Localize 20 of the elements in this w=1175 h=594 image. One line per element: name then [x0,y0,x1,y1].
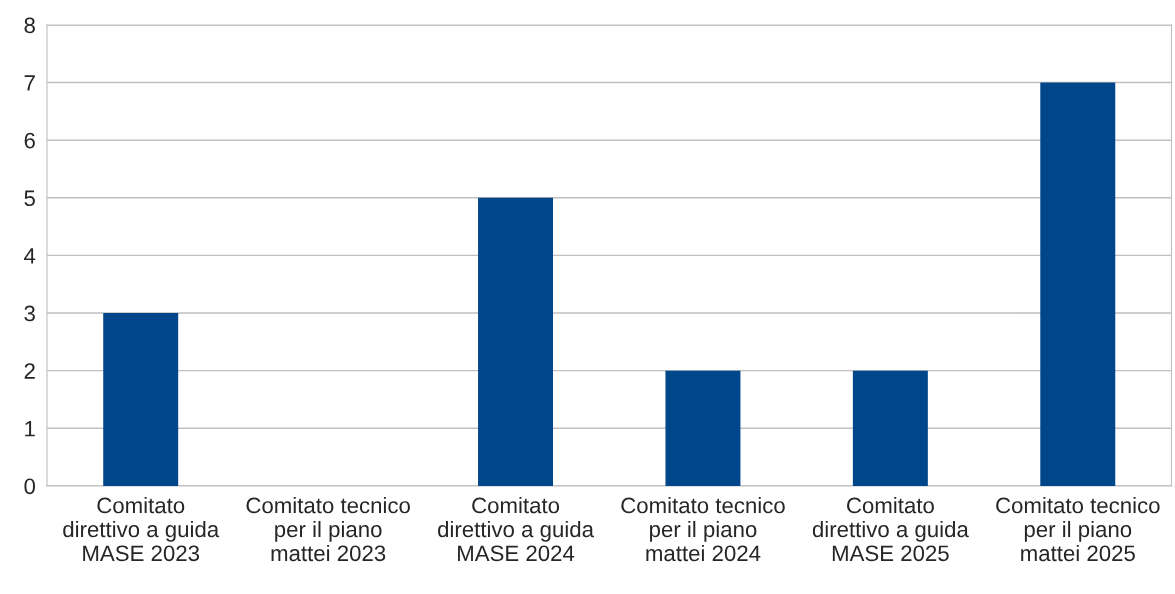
x-tick-label: Comitato direttivo a guida MASE 2025 [812,497,969,562]
bar [1040,82,1116,486]
x-tick-label: Comitato direttivo a guida MASE 2023 [63,497,220,562]
y-tick-label: 0 [24,478,36,495]
y-tick-label: 1 [25,421,35,437]
y-tick-label: 2 [24,363,35,379]
y-tick-label: 4 [24,248,36,264]
bar [852,370,928,486]
x-tick-label: Comitato tecnico per il piano mattei 2025 [996,497,1160,562]
y-tick-label: 8 [24,17,35,34]
bar [665,370,741,486]
bar [103,313,179,486]
y-tick-label: 7 [24,75,35,91]
x-tick-label: Comitato tecnico per il piano mattei 2023 [246,497,410,562]
y-tick-label: 6 [24,132,35,149]
bar [478,197,554,486]
x-tick-label: Comitato tecnico per il piano mattei 2024 [621,497,785,562]
x-tick-label: Comitato direttivo a guida MASE 2024 [438,497,594,562]
y-tick-label: 5 [24,190,35,207]
y-tick-label: 3 [24,305,35,322]
